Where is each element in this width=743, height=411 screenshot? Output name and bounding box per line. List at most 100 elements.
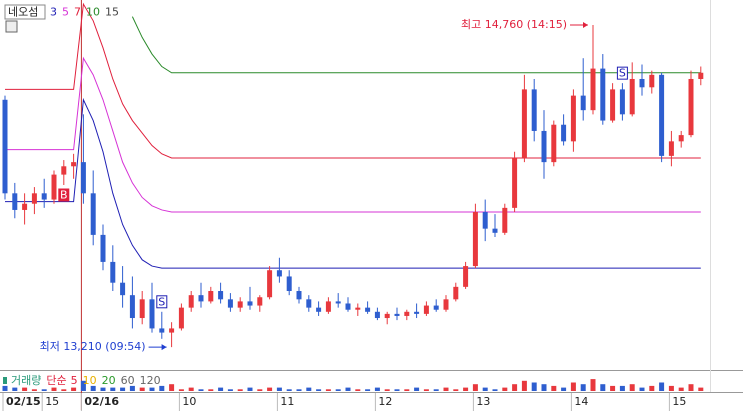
candle-body — [443, 299, 449, 310]
indicator-box — [4, 4, 46, 20]
candle-body — [423, 305, 429, 314]
candle-body — [90, 193, 96, 235]
volume-bar — [51, 387, 57, 391]
candle-body — [286, 276, 292, 292]
volume-marker — [3, 377, 7, 384]
candle-body — [619, 89, 625, 115]
candle-body — [629, 78, 635, 115]
volume-bar — [561, 387, 567, 391]
volume-bar — [71, 387, 77, 391]
volume-bar — [208, 389, 214, 391]
annotation-arrowhead — [583, 21, 588, 28]
volume-ma-label: 단순 — [46, 374, 66, 387]
volume-bar — [169, 384, 175, 391]
volume-bar — [404, 389, 410, 391]
volume-bar — [41, 389, 47, 391]
candle-body — [502, 207, 508, 233]
volume-bar — [590, 379, 596, 391]
volume-bar — [433, 389, 439, 391]
candle-body — [453, 286, 459, 300]
candle-body — [345, 303, 351, 310]
volume-ma-period: 20 — [102, 374, 116, 387]
x-tick-label: 15 — [672, 395, 686, 408]
annotation-label: 최고 14,760 (14:15) — [461, 18, 567, 31]
volume-bar — [267, 387, 273, 391]
legend-entry: 5 — [62, 6, 69, 19]
candle-body — [120, 282, 126, 296]
volume-bar — [159, 385, 165, 391]
volume-bar — [120, 387, 126, 391]
candle-body — [561, 124, 567, 142]
volume-bar — [600, 384, 606, 391]
candle-body — [355, 307, 361, 310]
volume-bar — [384, 389, 390, 391]
candle-body — [316, 307, 322, 312]
candle-body — [169, 328, 175, 333]
volume-bar — [227, 389, 233, 391]
indicator-line — [5, 97, 701, 269]
volume-bar — [639, 387, 645, 391]
volume-ma-period: 120 — [140, 374, 161, 387]
volume-bar — [306, 387, 312, 391]
volume-bar — [394, 389, 400, 391]
volume-bar — [22, 387, 28, 391]
annotation-label: 최저 13,210 (09:54) — [40, 340, 146, 353]
candle-body — [482, 212, 488, 229]
volume-bar — [355, 389, 361, 391]
candle-body — [218, 291, 224, 300]
candle-body — [51, 174, 57, 200]
candle-body — [600, 68, 606, 121]
volume-bar — [80, 380, 86, 391]
candle-body — [414, 311, 420, 314]
candle-body — [659, 74, 665, 156]
candle-body — [276, 270, 282, 277]
volume-bar — [659, 382, 665, 391]
settings-icon[interactable] — [5, 20, 18, 33]
candle-body — [208, 291, 214, 302]
candle-body — [267, 270, 273, 298]
volume-bar — [345, 387, 351, 391]
legend-entry: 7 — [74, 6, 81, 19]
candle-body — [296, 291, 302, 300]
legend-entry: 3 — [50, 6, 57, 19]
candle-body — [188, 295, 194, 308]
candle-body — [580, 95, 586, 111]
candle-body — [71, 162, 77, 167]
volume-label: 거래량 — [11, 374, 41, 387]
volume-bar — [374, 387, 380, 391]
volume-bar — [668, 385, 674, 391]
legend-entry: 10 — [86, 6, 100, 19]
candle-body — [139, 299, 145, 319]
volume-bar — [296, 389, 302, 391]
volume-bar — [325, 389, 331, 391]
candle-body — [541, 130, 547, 163]
volume-bar — [2, 385, 8, 391]
volume-bar — [100, 387, 106, 391]
candle-body — [306, 299, 312, 308]
candle-body — [227, 299, 233, 308]
volume-bar — [570, 382, 576, 391]
volume-bar — [521, 380, 527, 391]
candle-body — [649, 74, 655, 88]
volume-bar — [453, 389, 459, 391]
volume-bar — [678, 387, 684, 391]
candle-body — [384, 313, 390, 319]
volume-bar — [237, 389, 243, 391]
signal-box — [616, 66, 628, 80]
candle-body — [698, 72, 704, 79]
candle-body — [198, 295, 204, 302]
candle-body — [492, 228, 498, 233]
volume-bar — [492, 389, 498, 391]
volume-bar — [286, 389, 292, 391]
volume-bar — [629, 384, 635, 391]
x-tick-label: 02/16 — [84, 395, 119, 408]
signal-box — [58, 188, 70, 202]
x-tick-label: 12 — [378, 395, 392, 408]
signal-label: S — [619, 67, 626, 80]
candle-body — [325, 301, 331, 312]
volume-bar — [316, 389, 322, 391]
volume-bar — [610, 385, 616, 391]
volume-bar — [472, 384, 478, 391]
candle-body — [551, 124, 557, 163]
